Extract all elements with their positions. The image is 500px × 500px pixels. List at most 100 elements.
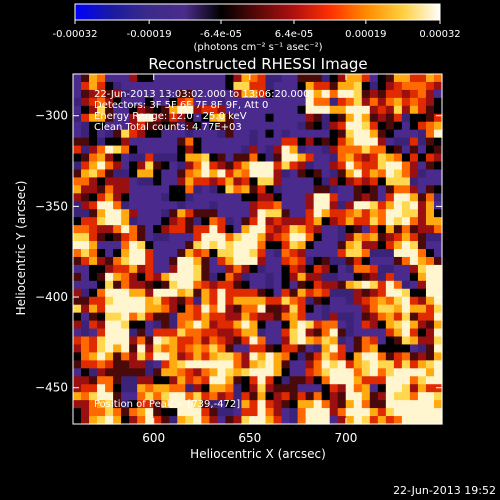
heatmap-cell <box>257 81 267 91</box>
heatmap-cell <box>153 264 162 274</box>
heatmap-cell <box>169 344 178 353</box>
heatmap-cell <box>313 177 323 186</box>
heatmap-cell <box>89 89 98 99</box>
heatmap-cell <box>417 105 427 115</box>
heatmap-cell <box>297 145 307 155</box>
heatmap-cell <box>289 97 299 107</box>
heatmap-cell <box>305 153 315 163</box>
heatmap-cell <box>409 312 419 322</box>
heatmap-cell <box>105 249 114 258</box>
heatmap-cell <box>377 74 387 83</box>
heatmap-cell <box>353 264 363 274</box>
heatmap-cell <box>433 312 443 322</box>
heatmap-cell <box>377 408 387 417</box>
heatmap-cell <box>145 368 154 377</box>
heatmap-cell <box>121 161 130 171</box>
heatmap-cell <box>217 113 227 123</box>
heatmap-cell <box>113 137 122 147</box>
heatmap-cell <box>433 81 443 91</box>
heatmap-cell <box>97 161 106 171</box>
heatmap-cell <box>241 225 251 234</box>
heatmap-cell <box>145 272 154 282</box>
heatmap-cell <box>193 185 202 194</box>
heatmap-cell <box>385 241 395 250</box>
heatmap-cell <box>425 153 435 163</box>
heatmap-cell <box>137 288 146 298</box>
heatmap-cell <box>249 137 259 147</box>
heatmap-cell <box>185 360 194 369</box>
colorbar-tick-label: -0.00019 <box>127 29 172 40</box>
heatmap-cell <box>425 185 435 194</box>
heatmap-cell <box>145 288 154 298</box>
heatmap-cell <box>89 241 98 250</box>
heatmap-cell <box>297 304 307 314</box>
heatmap-cell <box>337 177 347 186</box>
heatmap-cell <box>185 74 194 83</box>
heatmap-cell <box>321 74 331 83</box>
heatmap-cell <box>105 105 114 115</box>
heatmap-cell <box>305 280 315 290</box>
heatmap-cell <box>129 153 138 163</box>
heatmap-cell <box>217 392 227 401</box>
heatmap-cell <box>377 376 387 385</box>
heatmap-cell <box>89 296 98 306</box>
heatmap-cell <box>129 296 138 306</box>
heatmap-cell <box>169 105 178 115</box>
heatmap-cell <box>89 225 98 234</box>
heatmap-cell <box>121 352 130 361</box>
heatmap-cell <box>305 137 315 147</box>
heatmap-cell <box>113 392 122 401</box>
heatmap-cell <box>137 312 146 322</box>
heatmap-cell <box>305 360 315 369</box>
heatmap-cell <box>113 121 122 131</box>
heatmap-cell <box>145 233 154 242</box>
heatmap-cell <box>345 312 355 322</box>
heatmap-cell <box>273 360 283 369</box>
heatmap-cell <box>129 145 138 155</box>
heatmap-cell <box>177 137 186 147</box>
heatmap-cell <box>97 217 106 226</box>
heatmap-cell <box>89 304 98 314</box>
heatmap-cell <box>209 352 218 361</box>
heatmap-cell <box>249 256 259 266</box>
heatmap-cell <box>433 74 443 83</box>
heatmap-cell <box>361 193 371 202</box>
heatmap-cell <box>145 105 154 115</box>
heatmap-cell <box>121 416 130 425</box>
heatmap-cell <box>233 328 243 338</box>
heatmap-cell <box>129 280 138 290</box>
heatmap-cell <box>305 145 315 155</box>
heatmap-cell <box>265 225 275 234</box>
heatmap-cell <box>353 352 363 361</box>
heatmap-cell <box>329 392 339 401</box>
heatmap-cell <box>329 129 339 139</box>
heatmap-cell <box>193 193 202 202</box>
heatmap-cell <box>209 201 218 210</box>
heatmap-cell <box>265 312 275 322</box>
heatmap-cell <box>281 288 291 298</box>
heatmap-cell <box>73 400 82 409</box>
heatmap-cell <box>321 288 331 298</box>
heatmap-cell <box>249 272 259 282</box>
heatmap-cell <box>81 113 90 123</box>
heatmap-cell <box>105 384 114 393</box>
colorbar-ticks: -0.00032 -0.00019 -6.4e-05 6.4e-05 0.00019 0.… <box>53 20 461 40</box>
heatmap-cell <box>345 113 355 123</box>
heatmap-cell <box>177 177 186 186</box>
heatmap-cell <box>241 368 251 377</box>
heatmap-cell <box>193 209 202 218</box>
heatmap-cell <box>369 384 379 393</box>
heatmap-cell <box>97 408 106 417</box>
heatmap-cell <box>433 288 443 298</box>
heatmap-cell <box>217 264 227 274</box>
heatmap-cell <box>225 336 235 346</box>
heatmap-cell <box>337 416 347 425</box>
heatmap-cell <box>145 376 154 385</box>
heatmap-cell <box>361 97 371 107</box>
heatmap-cell <box>409 121 419 131</box>
y-axis-ticks: −300−350−400−450 <box>35 109 442 395</box>
heatmap-cell <box>153 416 162 425</box>
heatmap-cell <box>409 384 419 393</box>
heatmap-cell <box>265 153 275 163</box>
heatmap-cell <box>161 177 170 186</box>
